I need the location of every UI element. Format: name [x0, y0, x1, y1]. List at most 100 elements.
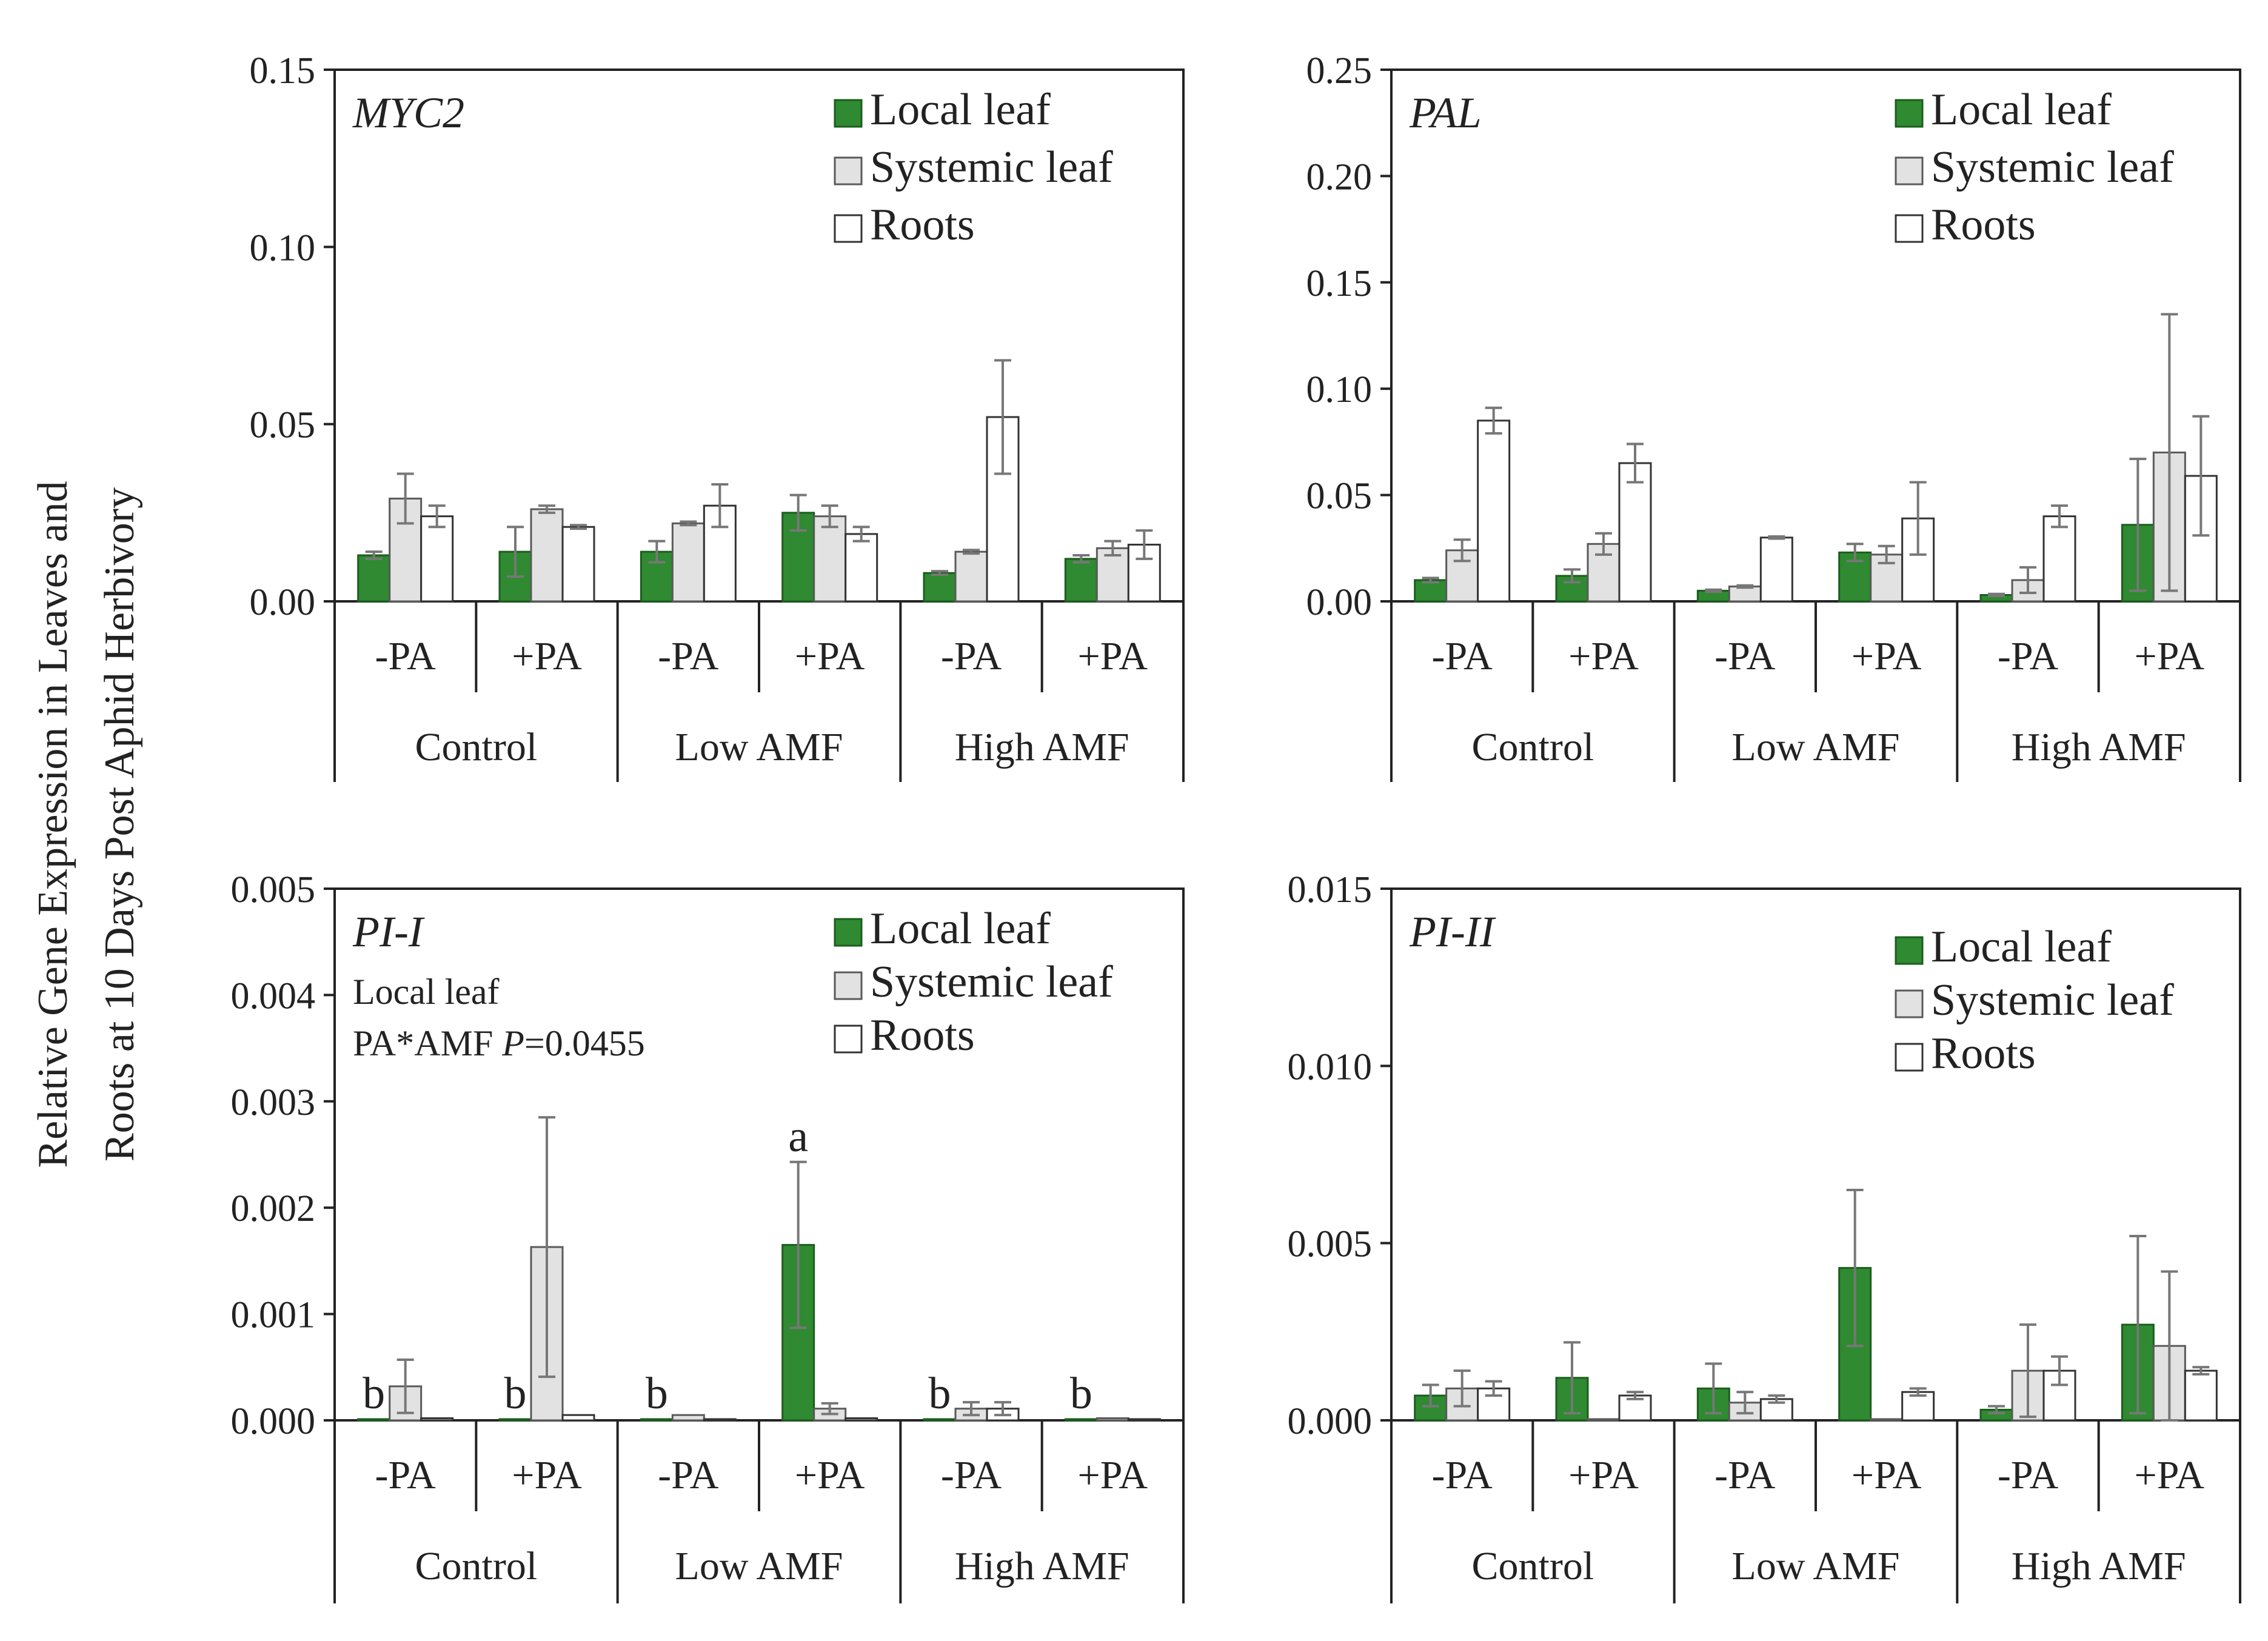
annotation-prefix: PA*AMF: [353, 1023, 502, 1063]
bar-roots: [1477, 1387, 1511, 1422]
y-tick-label: 0.015: [1288, 869, 1373, 911]
legend-swatch: [834, 918, 863, 947]
group-label: Control: [1471, 1544, 1594, 1588]
category-label: -PA: [1432, 1453, 1493, 1497]
legend-label: Systemic leaf: [870, 142, 1113, 192]
chart-panel-pi-ii: 0.000 0.005 0.010 0.015 -PA +PA -PA +PA -PA +PA Co…: [1288, 869, 2241, 1603]
category-label: +PA: [1852, 634, 1922, 678]
bar-systemic-leaf: [671, 1414, 705, 1422]
y-tick-label: 0.000: [1288, 1401, 1373, 1442]
y-axis-label-line2: Roots at 10 Days Post Aphid Herbivory: [96, 487, 143, 1161]
y-tick-label: 0.10: [1306, 369, 1373, 410]
y-tick-label: 0.15: [1306, 263, 1373, 304]
chart-panels: 0.00 0.05 0.10 0.15 -PA +PA -PA +PA -PA +PA Contro…: [231, 50, 2241, 1603]
legend-swatch: [834, 214, 863, 243]
legend-label: Systemic leaf: [1931, 142, 2174, 192]
category-label: +PA: [795, 1453, 865, 1497]
chart-panel-pi-i: 0.000 0.001 0.002 0.003 0.004 0.005 -PA +PA -PA +…: [231, 869, 1185, 1603]
legend-label: Systemic leaf: [870, 957, 1113, 1007]
group-label: Low AMF: [1732, 725, 1900, 769]
annotation-p: P: [501, 1023, 524, 1063]
annotation-line2: PA*AMF P=0.0455: [353, 1023, 645, 1063]
bar-systemic-leaf: [671, 522, 705, 603]
legend-swatch: [834, 971, 863, 1000]
significance-letter: b: [1070, 1369, 1092, 1419]
significance-letter: a: [788, 1112, 808, 1161]
bar-roots: [561, 1414, 595, 1422]
category-label: -PA: [375, 1453, 437, 1497]
legend-label: Roots: [1931, 1029, 2036, 1078]
panel-title: MYC2: [352, 89, 464, 137]
category-label: +PA: [1078, 1453, 1148, 1497]
category-label: -PA: [1998, 634, 2059, 678]
category-label: +PA: [1852, 1453, 1922, 1497]
bar-local-leaf: [923, 572, 957, 603]
significance-letter: b: [504, 1369, 527, 1419]
group-label: Low AMF: [1732, 1544, 1900, 1588]
bar-roots: [2042, 515, 2076, 603]
category-label: -PA: [1714, 634, 1776, 678]
legend-label: Local leaf: [870, 85, 1051, 135]
category-label: +PA: [1568, 1453, 1639, 1497]
category-label: -PA: [658, 1453, 719, 1497]
chart-panel-myc2: 0.00 0.05 0.10 0.15 -PA +PA -PA +PA -PA +PA Contro…: [250, 50, 1185, 782]
y-tick-label: 0.003: [231, 1082, 316, 1123]
category-label: -PA: [375, 634, 437, 678]
bar-roots: [1477, 419, 1511, 603]
bar-local-leaf: [923, 1418, 957, 1422]
group-label: High AMF: [2012, 1544, 2186, 1588]
y-tick-label: 0.15: [250, 50, 316, 92]
y-tick-label: 0.10: [250, 227, 316, 269]
legend-swatch: [1895, 156, 1924, 185]
bar-systemic-leaf: [1587, 1418, 1621, 1422]
group-label: Low AMF: [675, 1544, 843, 1588]
bar-roots: [2184, 1369, 2218, 1422]
y-tick-label: 0.004: [231, 975, 316, 1017]
y-tick-label: 0.00: [250, 582, 316, 623]
bar-systemic-leaf: [530, 508, 564, 603]
y-tick-label: 0.20: [1306, 156, 1373, 198]
legend-swatch: [834, 99, 863, 128]
y-tick-label: 0.010: [1288, 1046, 1373, 1088]
legend-swatch: [1895, 214, 1924, 243]
y-tick-label: 0.005: [231, 869, 316, 911]
legend-swatch: [1895, 989, 1924, 1018]
category-label: -PA: [1714, 1453, 1776, 1497]
significance-letter: b: [646, 1369, 668, 1419]
bar-systemic-leaf: [1096, 547, 1129, 603]
group-label: Control: [415, 1544, 537, 1588]
category-label: -PA: [1432, 634, 1493, 678]
panel-title: PAL: [1409, 89, 1482, 137]
bar-local-leaf: [357, 554, 391, 603]
bar-roots: [420, 515, 454, 603]
bar-local-leaf: [640, 1418, 674, 1422]
legend-label: Roots: [1931, 200, 2036, 250]
legend-label: Roots: [870, 1011, 975, 1060]
bar-roots: [1759, 536, 1793, 603]
bar-roots: [561, 526, 595, 603]
category-label: -PA: [1998, 1453, 2059, 1497]
legend-label: Roots: [870, 200, 975, 250]
category-label: +PA: [512, 1453, 582, 1497]
bar-roots: [420, 1417, 454, 1422]
chart-panel-pal: 0.00 0.05 0.10 0.15 0.20 0.25 -PA +PA -PA +PA -PA +…: [1306, 50, 2241, 782]
y-tick-label: 0.25: [1306, 50, 1373, 92]
legend-swatch: [1895, 936, 1924, 965]
y-tick-label: 0.000: [231, 1401, 316, 1442]
legend-swatch: [1895, 99, 1924, 128]
bar-roots: [703, 1418, 737, 1422]
legend-swatch: [1895, 1043, 1924, 1072]
group-label: High AMF: [2012, 725, 2186, 769]
category-label: +PA: [512, 634, 582, 678]
group-label: Low AMF: [675, 725, 843, 769]
annotation-value: =0.0455: [524, 1023, 645, 1063]
y-tick-label: 0.001: [231, 1295, 316, 1336]
bar-roots: [845, 533, 878, 603]
group-label: Control: [1471, 725, 1594, 769]
y-tick-label: 0.00: [1306, 582, 1373, 623]
bar-roots: [1618, 462, 1652, 603]
bar-roots: [845, 1417, 878, 1422]
group-label: High AMF: [955, 1544, 1129, 1588]
bar-local-leaf: [498, 1418, 532, 1422]
